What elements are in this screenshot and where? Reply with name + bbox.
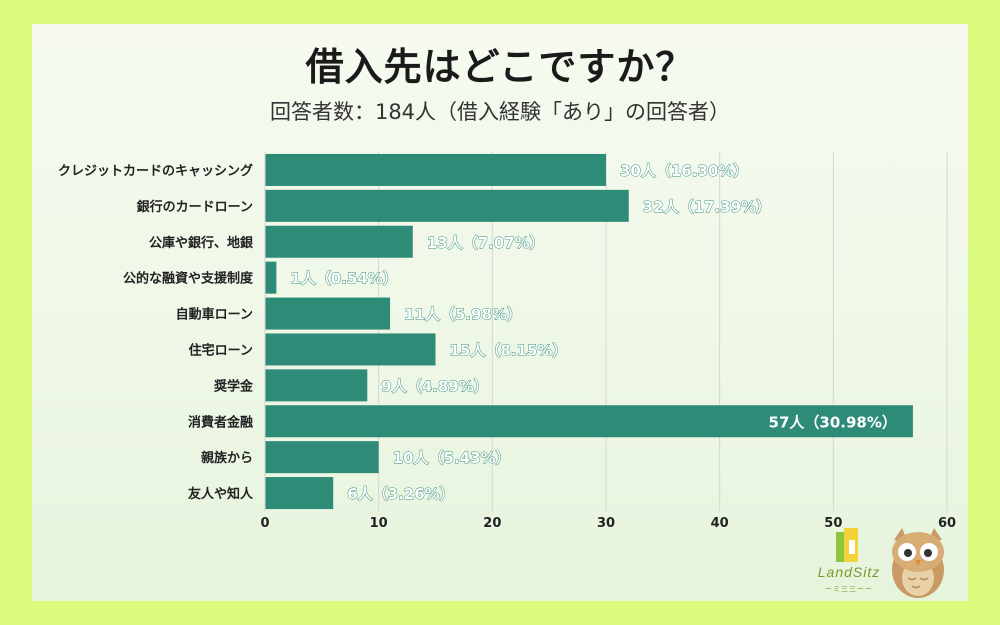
- category-label: 消費者金融: [188, 414, 253, 430]
- logo-tagline: ーミ三三ーー: [825, 585, 873, 593]
- bar: [265, 189, 629, 222]
- data-label: 57人（30.98%）: [769, 413, 897, 431]
- bar: [265, 477, 334, 510]
- category-label: 公的な融資や支援制度: [123, 271, 254, 287]
- bar: [265, 261, 277, 294]
- category-label: クレジットカードのキャッシング: [58, 163, 253, 179]
- category-label: 公庫や銀行、地銀: [149, 235, 253, 251]
- bar: [265, 225, 413, 258]
- data-label: 32人（17.39%）: [643, 198, 771, 216]
- data-label: 10人（5.43%）: [393, 449, 511, 467]
- category-label: 親族から: [201, 450, 253, 466]
- data-label: 13人（7.07%）: [427, 234, 545, 252]
- logo-mark-icon: [836, 528, 858, 562]
- category-label: 住宅ローン: [189, 342, 253, 358]
- landsitz-logo: LandSitz ーミ三三ーー: [812, 528, 886, 598]
- chart-title: 借入先はどこですか？: [305, 45, 695, 89]
- x-tick-label: 0: [260, 516, 269, 531]
- x-tick-label: 10: [370, 516, 388, 531]
- bar: [265, 333, 436, 366]
- bar: [265, 441, 379, 474]
- chart-subtitle: 回答者数：184人（借入経験「あり」の回答者）: [269, 100, 731, 124]
- logo-text: LandSitz: [817, 564, 881, 580]
- category-label: 銀行のカードローン: [137, 199, 253, 215]
- x-tick-label: 60: [938, 516, 956, 531]
- data-label: 6人（3.26%）: [347, 485, 454, 503]
- x-tick-label: 40: [711, 516, 729, 531]
- category-label: 友人や知人: [188, 486, 254, 502]
- category-label: 自動車ローン: [176, 307, 253, 323]
- category-label: 奨学金: [213, 378, 254, 394]
- bar: [265, 153, 606, 186]
- data-label: 1人（0.54%）: [290, 270, 397, 288]
- chart-panel: [32, 24, 968, 601]
- bar: [265, 297, 391, 330]
- data-label: 15人（8.15%）: [450, 341, 568, 359]
- bar: [265, 405, 913, 438]
- x-tick-label: 30: [597, 516, 615, 531]
- bar: [265, 369, 368, 402]
- x-tick-label: 20: [483, 516, 501, 531]
- owl-mascot-icon: [892, 528, 944, 598]
- data-label: 9人（4.89%）: [381, 377, 488, 395]
- data-label: 30人（16.30%）: [620, 162, 748, 180]
- x-tick-label: 50: [824, 516, 842, 531]
- data-label: 11人（5.98%）: [404, 306, 522, 324]
